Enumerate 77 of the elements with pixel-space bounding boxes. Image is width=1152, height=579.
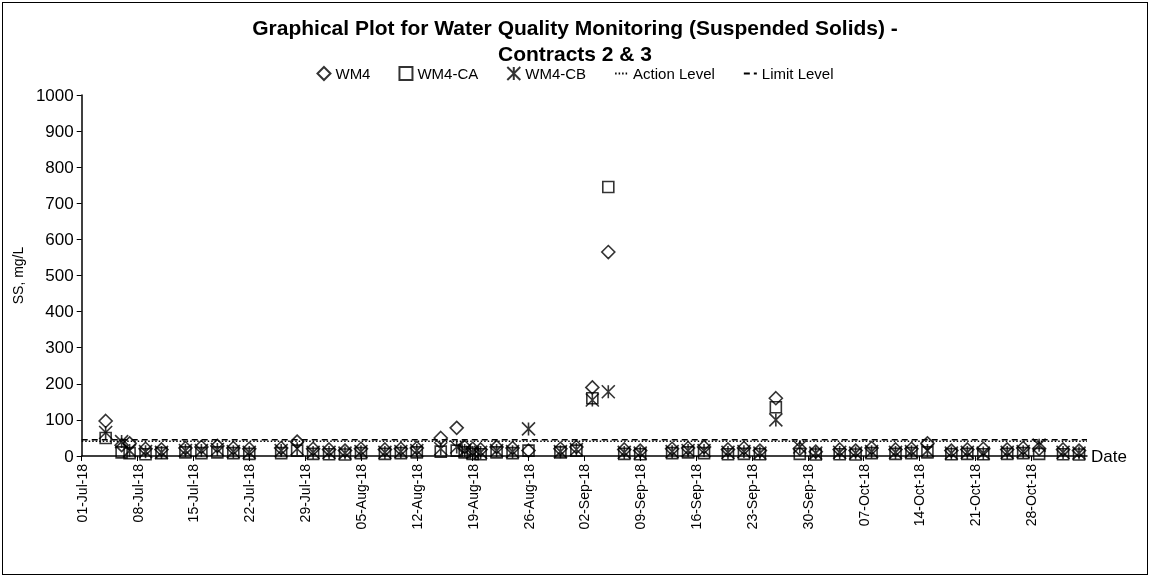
x-tick-label: 09-Sep-18 [632, 463, 649, 530]
legend-label: WM4 [335, 65, 371, 82]
x-tick-label: 26-Aug-18 [520, 463, 537, 530]
point [210, 438, 225, 454]
point [98, 425, 113, 440]
x-tick-label: 05-Aug-18 [352, 463, 369, 530]
point [211, 446, 224, 459]
point [489, 439, 504, 455]
point [115, 446, 128, 459]
x-tick-label: 23-Sep-18 [743, 463, 760, 530]
point [736, 440, 752, 456]
y-tick-label: 100 [45, 410, 74, 430]
y-tick-label: 700 [45, 193, 74, 213]
y-tick-label: 400 [45, 302, 74, 322]
y-tick-label: 900 [45, 121, 74, 141]
point [769, 400, 783, 414]
point [305, 441, 321, 457]
point [768, 412, 784, 428]
point [210, 442, 225, 457]
point [864, 440, 879, 456]
point [226, 440, 241, 456]
y-tick-label: 0 [64, 446, 74, 466]
x-tick-label: 30-Sep-18 [799, 463, 816, 530]
x-tick-label: 29-Jul-18 [297, 463, 314, 523]
point [457, 439, 472, 455]
y-tick-label: 300 [45, 338, 74, 358]
x-tick-label: 22-Jul-18 [241, 463, 258, 523]
legend-label: Action Level [633, 65, 715, 82]
point [585, 380, 600, 395]
point [114, 437, 129, 453]
x-tick-label: 07-Oct-18 [855, 463, 872, 527]
point [450, 444, 463, 457]
x-tick-label: 16-Sep-18 [688, 463, 705, 530]
point [449, 439, 464, 455]
legend-label: Limit Level [761, 65, 834, 82]
point [696, 439, 712, 455]
point [114, 434, 129, 449]
y-tick-label: 500 [45, 266, 74, 285]
point [98, 413, 113, 429]
point [434, 445, 448, 458]
point [433, 430, 449, 446]
chart-title: Graphical Plot for Water Quality Monitoring (Suspended Solids) - Contracts 2 & 3 [252, 15, 898, 65]
y-tick-label: 200 [45, 374, 74, 394]
y-tick-label: 800 [45, 157, 74, 177]
point [99, 431, 112, 445]
y-tick-label: 1000 [35, 85, 74, 105]
point [1032, 447, 1046, 461]
point [505, 440, 520, 456]
y-tick-label: 600 [45, 229, 74, 249]
point [433, 441, 449, 457]
x-tick-label: 01-Jul-18 [73, 463, 90, 523]
x-tick-label: 28-Oct-18 [1023, 463, 1040, 527]
legend-label: WM4-CB [525, 65, 587, 82]
x-tick-label: 02-Sep-18 [576, 463, 593, 530]
point [768, 390, 784, 406]
legend-label: WM4-CA [417, 65, 479, 82]
x-tick-label: 08-Jul-18 [129, 463, 146, 523]
point [975, 441, 991, 457]
point [600, 244, 616, 260]
point [521, 421, 536, 437]
x-tick-label: 19-Aug-18 [464, 463, 481, 530]
x-tick-label: 15-Jul-18 [185, 463, 202, 523]
point [122, 436, 137, 451]
x-tick-label: 21-Oct-18 [967, 463, 984, 527]
x-tick-label: 14-Oct-18 [911, 463, 928, 527]
point [194, 439, 209, 455]
point [1015, 440, 1031, 456]
point [793, 447, 807, 461]
point [601, 180, 615, 194]
point [1031, 437, 1047, 453]
x-tick-label: 12-Aug-18 [408, 463, 425, 530]
point [920, 436, 935, 451]
point [1031, 441, 1047, 457]
y-axis-title: SS, mg/L [10, 246, 26, 305]
point [449, 420, 464, 436]
x-axis-title: Date [1091, 446, 1127, 466]
point [600, 384, 616, 400]
